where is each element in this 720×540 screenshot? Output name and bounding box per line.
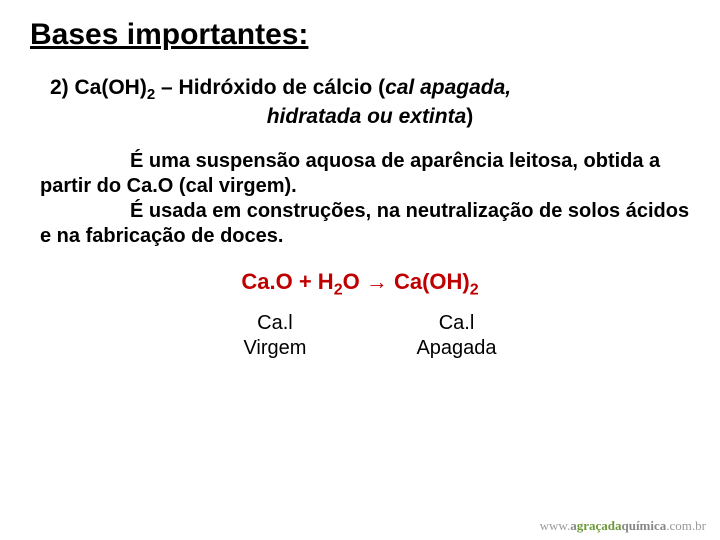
label1-a: Ca.l: [257, 312, 293, 334]
subtitle-close-paren: ): [466, 105, 473, 128]
para-text-2: É usada em construções, na neutralização…: [40, 200, 689, 247]
eq-part-b: O: [343, 269, 366, 294]
chemical-equation: Ca.O + H2O → Ca(OH)2: [30, 269, 690, 299]
para-text-1: É uma suspensão aquosa de aparência leit…: [40, 150, 660, 197]
equation-labels: Ca.l Virgem Ca.l Apagada: [30, 311, 690, 361]
subtitle-subscript-1: 2: [147, 86, 155, 103]
eq-part-a: Ca.O + H: [241, 269, 333, 294]
label1-b: Virgem: [243, 337, 306, 359]
subtitle-italic: cal apagada,: [385, 76, 511, 99]
label-cal-virgem: Ca.l Virgem: [243, 311, 306, 361]
footer-watermark: www.agraçadaquímica.com.br: [540, 518, 706, 534]
compound-heading-line2: hidratada ou extinta): [30, 105, 690, 129]
footer-quimica: química: [621, 518, 666, 533]
subtitle-line2-text: hidratada ou extinta: [267, 105, 467, 128]
eq-sub-2: 2: [470, 281, 479, 298]
label2-a: Ca.l: [439, 312, 475, 334]
label-cal-apagada: Ca.l Apagada: [416, 311, 496, 361]
footer-tld: .com.br: [666, 518, 706, 533]
footer-graca: graçada: [577, 518, 622, 533]
subtitle-prefix: 2) Ca(OH): [50, 76, 147, 99]
compound-heading: 2) Ca(OH)2 – Hidróxido de cálcio (cal ap…: [30, 74, 690, 105]
eq-sub-1: 2: [334, 281, 343, 298]
subtitle-mid: – Hidróxido de cálcio (: [155, 76, 385, 99]
footer-www: www.: [540, 518, 571, 533]
label2-b: Apagada: [416, 337, 496, 359]
description-paragraph: É uma suspensão aquosa de aparência leit…: [30, 149, 690, 249]
eq-arrow: →: [366, 269, 388, 294]
eq-part-c: Ca(OH): [388, 269, 470, 294]
page-title: Bases importantes:: [30, 18, 690, 52]
